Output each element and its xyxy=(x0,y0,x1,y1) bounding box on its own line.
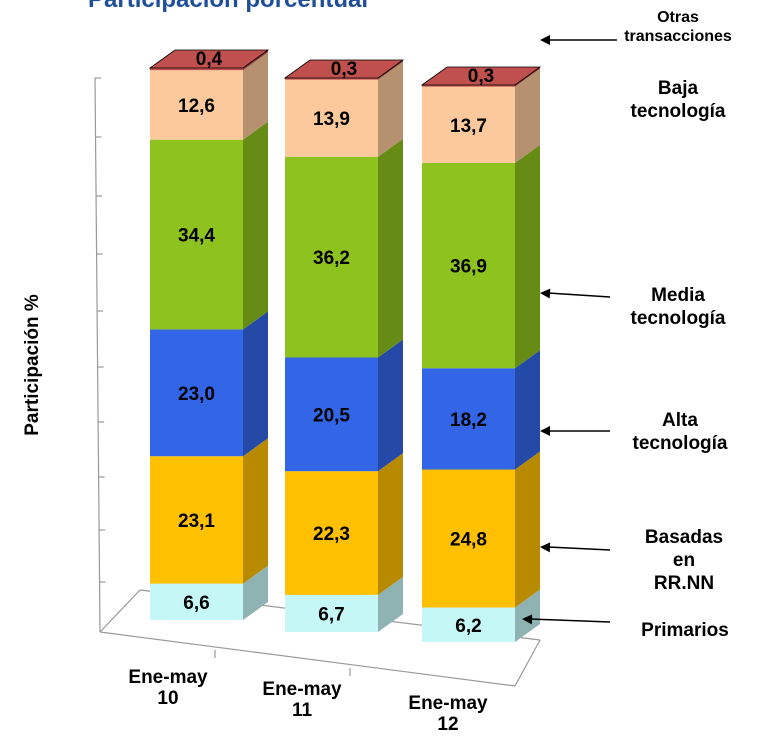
x-tick-label-line: Ene-may xyxy=(408,694,487,715)
data-label: 13,9 xyxy=(313,109,350,130)
data-label: 0,3 xyxy=(468,66,494,87)
legend-label: Alta tecnología xyxy=(632,410,727,456)
legend-label: Primarios xyxy=(641,620,729,643)
data-label: 22,3 xyxy=(313,524,350,545)
x-tick-label-line: 12 xyxy=(408,715,487,736)
x-tick-label-line: 11 xyxy=(262,701,341,722)
legend-arrow-head xyxy=(540,426,550,436)
data-label: 12,6 xyxy=(178,96,215,117)
data-label: 18,2 xyxy=(450,410,487,431)
legend-arrow-line xyxy=(530,619,610,622)
data-label: 36,9 xyxy=(450,257,487,278)
bar-stack: 6,6 23,1 23,0 34,4 12,6 0,4 xyxy=(150,49,268,620)
bar-side-face xyxy=(515,350,540,469)
legend-label-line: Alta xyxy=(632,410,727,433)
data-label: 23,0 xyxy=(178,384,215,405)
legend-label-line: Baja xyxy=(630,78,725,101)
legend-arrow-line xyxy=(548,547,610,550)
data-label: 6,2 xyxy=(455,616,481,637)
bar-side-face xyxy=(515,452,540,608)
data-label: 13,7 xyxy=(450,116,487,137)
x-tick-label: Ene-may 11 xyxy=(262,680,341,722)
data-label: 6,7 xyxy=(318,604,344,625)
legend-label-line: tecnología xyxy=(630,101,725,124)
bar-stack: 6,2 24,8 18,2 36,9 13,7 0,3 xyxy=(422,66,540,642)
data-label: 0,4 xyxy=(196,49,223,70)
legend-label: Otras transacciones xyxy=(624,8,732,46)
x-tick-label: Ene-may 12 xyxy=(408,694,487,736)
data-label: 34,4 xyxy=(178,226,215,247)
floor-right-line xyxy=(515,640,540,686)
bar-side-face xyxy=(378,139,403,358)
legend-label-line: Media xyxy=(630,285,725,308)
bar-side-face xyxy=(378,339,403,471)
legend-label: Media tecnología xyxy=(630,285,725,331)
data-label: 24,8 xyxy=(450,530,487,551)
legend-arrow-head xyxy=(540,542,550,552)
legend-label: Baja tecnología xyxy=(630,78,725,124)
legend-label-line: RR.NN xyxy=(645,573,723,596)
bar-side-face xyxy=(243,311,268,456)
x-tick-label: Ene-may 10 xyxy=(128,668,207,710)
bar-side-face xyxy=(378,453,403,595)
data-label: 23,1 xyxy=(178,511,215,532)
legend-arrow-head xyxy=(540,35,550,45)
legend-arrow-head xyxy=(540,289,550,299)
x-tick-label-line: Ene-may xyxy=(262,680,341,701)
legend-label-line: tecnología xyxy=(632,433,727,456)
data-label: 20,5 xyxy=(313,405,350,426)
legend-arrow-line xyxy=(548,293,610,297)
legend-label-line: Primarios xyxy=(641,620,729,643)
legend-label: Basadas en RR.NN xyxy=(645,527,723,595)
x-tick-label-line: 10 xyxy=(128,689,207,710)
bar-side-face xyxy=(243,438,268,583)
data-label: 6,6 xyxy=(183,593,209,614)
y-axis-line xyxy=(95,78,100,632)
bars: 6,6 23,1 23,0 34,4 12,6 0,4 6,7 22,3 20,5 36,2 13,… xyxy=(150,49,540,642)
legend-label-line: Otras xyxy=(624,8,732,27)
legend-label-line: transacciones xyxy=(624,27,732,46)
x-tick-label-line: Ene-may xyxy=(128,668,207,689)
bar-stack: 6,7 22,3 20,5 36,2 13,9 0,3 xyxy=(285,59,403,632)
legend-label-line: tecnología xyxy=(630,308,725,331)
bar-side-face xyxy=(515,145,540,368)
bar-side-face xyxy=(243,122,268,330)
floor-left-line xyxy=(100,590,140,632)
legend-label-line: Basadas en xyxy=(645,527,723,573)
data-label: 36,2 xyxy=(313,248,350,269)
data-label: 0,3 xyxy=(331,59,357,80)
